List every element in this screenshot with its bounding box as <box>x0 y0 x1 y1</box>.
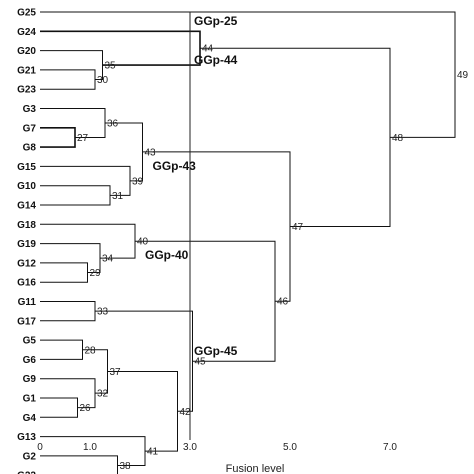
leaf-label-g17: G17 <box>17 316 36 327</box>
leaf-label-g23: G23 <box>17 85 36 96</box>
x-tick-7: 7.0 <box>383 442 397 453</box>
node-label-32: 32 <box>97 389 109 400</box>
branch-node-28 <box>40 339 83 360</box>
branch-node-27 <box>40 127 76 148</box>
x-tick-5: 5.0 <box>283 442 297 453</box>
node-label-26: 26 <box>80 403 92 414</box>
node-label-45: 45 <box>195 357 207 368</box>
x-axis-label: Fusion level <box>226 463 285 474</box>
branch-node-47 <box>142 151 291 302</box>
node-labels: 26 27 28 29 30 31 32 33 34 35 36 37 38 39 40 41 42 43 44 45… <box>77 44 469 472</box>
branch-node-33 <box>40 301 96 322</box>
leaf-label-g24: G24 <box>17 27 36 38</box>
node-label-27: 27 <box>77 133 89 144</box>
dendrogram-branches <box>40 11 456 474</box>
branch-node-49 <box>40 11 456 138</box>
group-label-ggp-40: GGp-40 <box>145 248 189 262</box>
node-label-38: 38 <box>120 461 132 472</box>
leaf-label-g14: G14 <box>17 201 36 212</box>
leaf-label-g5: G5 <box>23 336 37 347</box>
branch-node-38 <box>40 455 118 474</box>
node-label-40: 40 <box>137 237 149 248</box>
leaf-label-g19: G19 <box>17 239 36 250</box>
node-label-47: 47 <box>292 222 304 233</box>
node-label-42: 42 <box>180 407 192 418</box>
node-label-33: 33 <box>97 307 109 318</box>
leaf-label-g8: G8 <box>23 143 37 154</box>
leaf-label-g13: G13 <box>17 432 36 443</box>
group-label-ggp-45: GGp-45 <box>194 344 238 358</box>
leaf-label-g3: G3 <box>23 104 37 115</box>
leaf-label-g12: G12 <box>17 258 36 269</box>
branch-node-42 <box>107 370 178 452</box>
branch-node-36 <box>40 108 106 138</box>
leaf-label-g22: G22 <box>17 471 36 474</box>
branch-node-48 <box>200 47 391 228</box>
branch-node-44 <box>40 30 201 66</box>
node-label-46: 46 <box>277 297 289 308</box>
leaf-label-g15: G15 <box>17 162 36 173</box>
leaf-label-g6: G6 <box>23 355 37 366</box>
group-labels: GGp-25 GGp-44 GGp-43 GGp-40 GGp-45 <box>145 14 238 358</box>
branch-node-29 <box>40 262 88 283</box>
leaf-label-g2: G2 <box>23 451 37 462</box>
leaf-label-g18: G18 <box>17 220 36 231</box>
node-label-35: 35 <box>105 61 117 72</box>
node-label-37: 37 <box>110 367 122 378</box>
node-label-31: 31 <box>112 191 124 202</box>
leaf-label-g11: G11 <box>18 297 37 308</box>
x-axis: 0 1.0 3.0 5.0 7.0 <box>37 442 397 453</box>
node-label-49: 49 <box>457 70 469 81</box>
node-label-36: 36 <box>107 118 119 129</box>
leaf-label-g4: G4 <box>23 413 37 424</box>
node-label-29: 29 <box>90 268 102 279</box>
group-label-ggp-25: GGp-25 <box>194 14 238 28</box>
node-label-28: 28 <box>85 345 97 356</box>
leaf-label-g16: G16 <box>17 278 36 289</box>
leaf-label-g1: G1 <box>23 394 37 405</box>
leaf-label-g20: G20 <box>17 46 36 57</box>
branch-node-40 <box>40 223 136 259</box>
group-label-ggp-43: GGp-43 <box>153 159 197 173</box>
x-tick-1: 1.0 <box>83 442 97 453</box>
node-label-44: 44 <box>202 44 214 55</box>
branch-node-43 <box>105 122 143 182</box>
node-label-43: 43 <box>145 147 157 158</box>
leaf-label-g25: G25 <box>17 8 36 19</box>
branch-node-31 <box>40 185 111 206</box>
branch-node-35 <box>40 50 103 81</box>
x-tick-3: 3.0 <box>183 442 197 453</box>
node-label-48: 48 <box>392 133 404 144</box>
node-label-41: 41 <box>147 447 159 458</box>
node-label-39: 39 <box>132 176 144 187</box>
leaf-label-g9: G9 <box>23 374 37 385</box>
branch-node-26 <box>40 397 78 418</box>
group-label-ggp-44: GGp-44 <box>194 53 238 67</box>
branch-node-30 <box>40 69 96 90</box>
leaf-label-g21: G21 <box>17 65 36 76</box>
node-label-34: 34 <box>102 254 114 265</box>
node-label-30: 30 <box>97 75 109 86</box>
x-tick-0: 0 <box>37 442 43 453</box>
leaf-labels: G25 G24 G20 G21 G23 G3 G7 G8 G15 G10 G14 G18 G19 G12 G… <box>17 8 36 474</box>
leaf-label-g10: G10 <box>17 181 36 192</box>
leaf-label-g7: G7 <box>23 123 37 134</box>
